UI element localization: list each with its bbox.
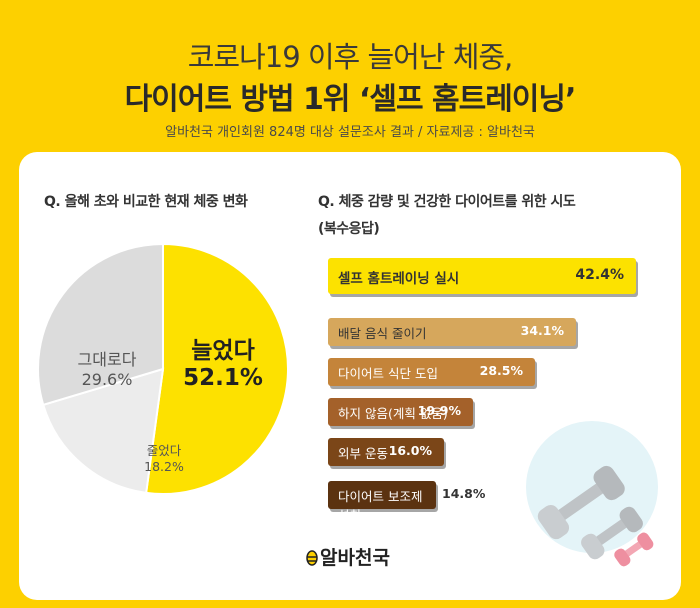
bar-value: 34.1% [520, 323, 564, 338]
logo-text: 알바천국 [320, 547, 390, 569]
pie-value-decreased: 18.2% [144, 459, 184, 474]
bar-value: 42.4% [575, 267, 624, 283]
bee-icon [306, 548, 318, 566]
question-2: Q. 체중 감량 및 건강한 다이어트를 위한 시도 [318, 194, 576, 210]
pie-label-decreased: 줄었다 [146, 443, 182, 458]
bar-6: 다이어트 보조제 섭취 [328, 481, 436, 523]
title-line-1: 코로나19 이후 늘어난 체중, [187, 40, 514, 74]
pie-label-increased: 늘었다 [191, 338, 255, 364]
pie-label-same: 그대로다 [77, 350, 137, 369]
bar-label: 외부 운동 [338, 446, 388, 461]
bar-label: 셀프 홈트레이닝 실시 [338, 271, 460, 287]
pie-value-same: 29.6% [81, 370, 133, 389]
bar-value: 19.9% [417, 403, 461, 418]
bar-5: 외부 운동 16.0% [328, 438, 444, 466]
bar-1: 셀프 홈트레이닝 실시 42.4% [328, 258, 636, 294]
bar-label: 다이어트 식단 도입 [338, 366, 438, 381]
question-2-note: (복수응답) [318, 221, 380, 237]
bar-label: 배달 음식 줄이기 [338, 326, 427, 341]
subtitle: 알바천국 개인회원 824명 대상 설문조사 결과 / 자료제공 : 알바천국 [165, 125, 535, 140]
pie-slice-decreased [42, 367, 165, 494]
title-line-2: 다이어트 방법 1위 ‘셀프 홈트레이닝’ [124, 82, 577, 117]
pie-value-increased: 52.1% [183, 365, 263, 391]
bar-4: 하지 않음(계획 없음) 19.9% [328, 398, 473, 426]
bar-label: 하지 않음(계획 없음) [338, 406, 448, 421]
bar-2: 배달 음식 줄이기 34.1% [328, 318, 576, 346]
logo: 알바천국 [306, 543, 390, 570]
bar-3: 다이어트 식단 도입 28.5% [328, 358, 535, 386]
pie-slice-increased [145, 242, 289, 495]
bar-value: 16.0% [388, 443, 432, 458]
bar-label: 다이어트 보조제 섭취 [338, 489, 423, 523]
question-1: Q. 올해 초와 비교한 현재 체중 변화 [44, 194, 248, 210]
bar-value: 14.8% [442, 486, 486, 501]
pie-slice-same [37, 242, 164, 407]
bar-value: 28.5% [479, 363, 523, 378]
